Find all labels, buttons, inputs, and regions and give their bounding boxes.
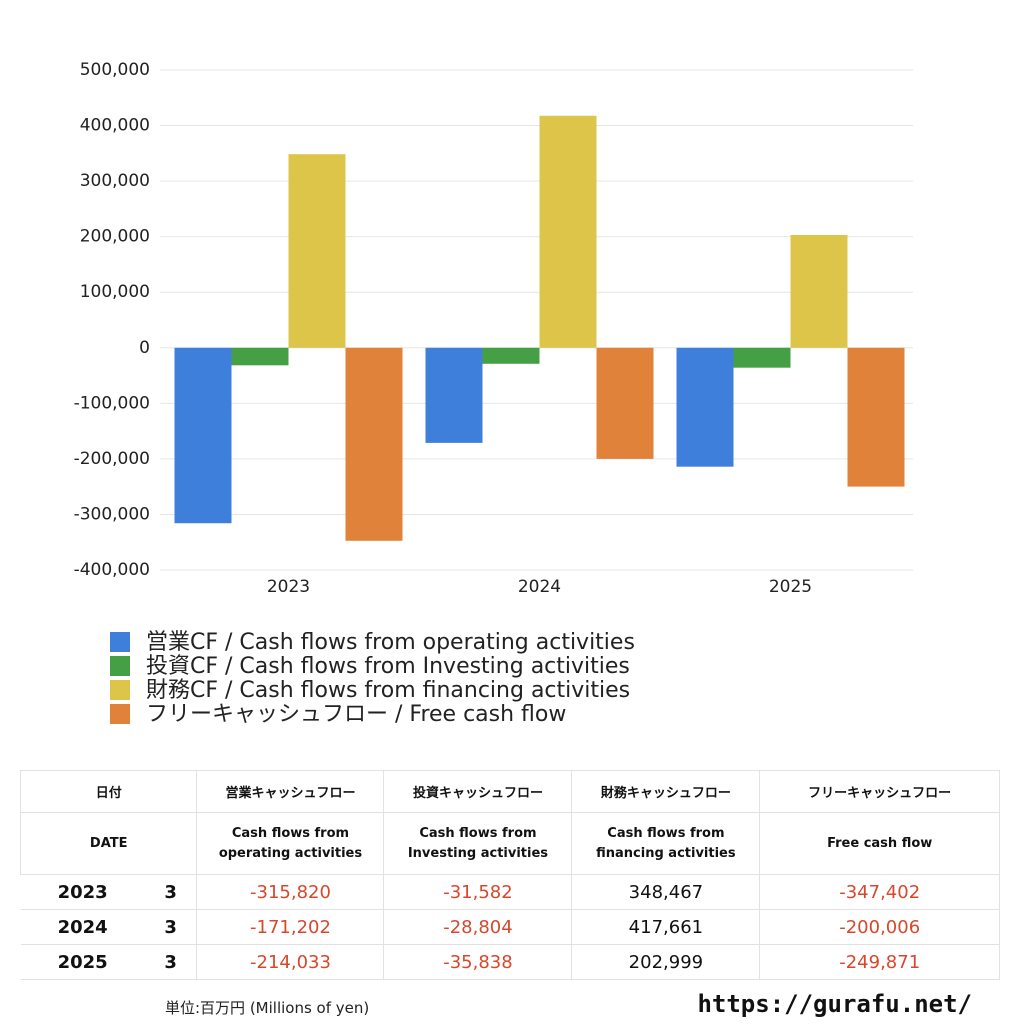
legend-swatch xyxy=(110,704,130,724)
legend-label: フリーキャッシュフロー / Free cash flow xyxy=(146,702,566,727)
table-cell: 202,999 xyxy=(571,944,761,980)
table-cell: 2025 xyxy=(20,944,145,980)
table-cell: Cash flows from Investing activities xyxy=(383,812,573,875)
table-cell: 2024 xyxy=(20,909,145,945)
legend-swatch xyxy=(110,680,130,700)
table-cell: 417,661 xyxy=(571,909,761,945)
bar xyxy=(482,347,540,364)
bar xyxy=(790,235,848,348)
bar xyxy=(539,115,597,348)
y-tick-label: 0 xyxy=(139,338,150,358)
bar xyxy=(231,347,289,366)
bar xyxy=(847,347,905,487)
table-cell: 営業キャッシュフロー xyxy=(196,770,385,813)
table-row: 2024 3 -171,202 -28,804 417,661 -200,006 xyxy=(20,909,1000,945)
legend-label: 財務CF / Cash flows from financing activit… xyxy=(146,678,630,703)
legend-label: 投資CF / Cash flows from Investing activit… xyxy=(146,654,630,679)
table-cell: -31,582 xyxy=(383,874,573,910)
table-cell: -249,871 xyxy=(759,944,1000,980)
bar xyxy=(345,347,403,541)
table-cell: -171,202 xyxy=(196,909,385,945)
table-cell: Free cash flow xyxy=(759,812,1000,875)
table-cell: 3 xyxy=(144,874,198,910)
table-cell: -28,804 xyxy=(383,909,573,945)
table-cell: -214,033 xyxy=(196,944,385,980)
y-tick-label: -300,000 xyxy=(74,504,150,524)
table-cell: 3 xyxy=(144,944,198,980)
table-cell: -200,006 xyxy=(759,909,1000,945)
legend-swatch xyxy=(110,632,130,652)
table-cell: フリーキャッシュフロー xyxy=(759,770,1000,813)
x-tick-label: 2023 xyxy=(267,577,310,597)
y-tick-label: 400,000 xyxy=(80,116,150,136)
table-cell: 348,467 xyxy=(571,874,761,910)
table-cell: -35,838 xyxy=(383,944,573,980)
y-tick-label: -400,000 xyxy=(74,560,150,580)
table-cell: 投資キャッシュフロー xyxy=(383,770,573,813)
table-cell: 財務キャッシュフロー xyxy=(571,770,761,813)
table-row: 2025 3 -214,033 -35,838 202,999 -249,871 xyxy=(20,944,1000,980)
table-cell: DATE xyxy=(19,812,198,875)
table-cell: 日付 xyxy=(19,770,198,813)
unit-note: 単位:百万円 (Millions of yen) xyxy=(165,999,370,1017)
bar xyxy=(733,347,791,368)
legend-swatch xyxy=(110,656,130,676)
table-row: DATE Cash flows from operating activities… xyxy=(19,812,1000,875)
bar xyxy=(676,347,734,467)
table-row: 日付 営業キャッシュフロー 投資キャッシュフロー 財務キャッシュフロー フリーキャッシュ… xyxy=(19,770,1000,813)
table-cell: -315,820 xyxy=(196,874,385,910)
bar xyxy=(425,347,483,443)
bar xyxy=(596,347,654,459)
data-table: 日付 営業キャッシュフロー 投資キャッシュフロー 財務キャッシュフロー フリーキャッシュ… xyxy=(19,770,1000,980)
y-tick-label: 300,000 xyxy=(80,171,150,191)
table-cell: -347,402 xyxy=(759,874,1000,910)
x-tick-label: 2025 xyxy=(769,577,812,597)
bar xyxy=(288,154,346,348)
table-cell: Cash flows from financing activities xyxy=(571,812,761,875)
table-cell: 2023 xyxy=(20,874,145,910)
bar xyxy=(174,347,232,524)
legend-label: 営業CF / Cash flows from operating activit… xyxy=(146,630,635,655)
x-tick-label: 2024 xyxy=(518,577,561,597)
y-tick-label: -100,000 xyxy=(74,393,150,413)
y-tick-label: 500,000 xyxy=(80,60,150,80)
y-tick-label: 200,000 xyxy=(80,227,150,247)
table-cell: 3 xyxy=(144,909,198,945)
site-url: https://gurafu.net/ xyxy=(697,990,972,1018)
y-tick-label: -200,000 xyxy=(74,449,150,469)
chart: -400,000 -300,000 -200,000 -100,000 0 100,000… xyxy=(74,60,913,727)
table-row: 2023 3 -315,820 -31,582 348,467 -347,402 xyxy=(20,874,1000,910)
y-tick-label: 100,000 xyxy=(80,282,150,302)
table-cell: Cash flows from operating activities xyxy=(196,812,385,875)
